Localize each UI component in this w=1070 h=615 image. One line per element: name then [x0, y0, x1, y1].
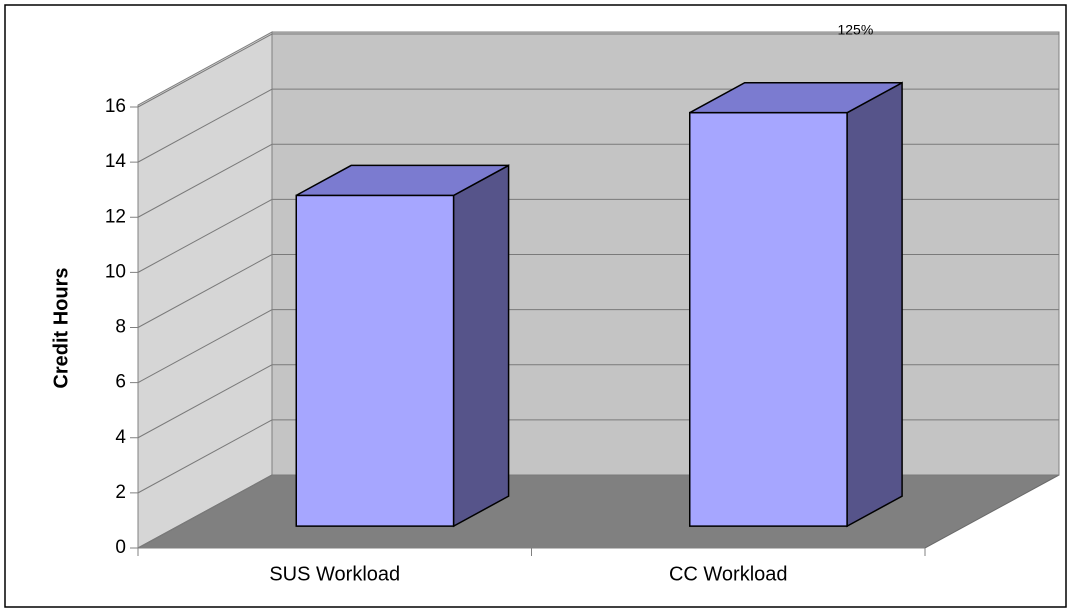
x-tick-label: CC Workload	[669, 563, 788, 585]
bar-top	[689, 81, 903, 114]
bar	[295, 164, 510, 528]
y-axis-label: Credit Hours	[50, 267, 72, 388]
y-tick-label: 10	[105, 261, 126, 282]
y-tick-label: 0	[115, 537, 126, 558]
bar-front	[689, 111, 848, 527]
y-tick-label: 6	[115, 372, 126, 393]
annotation: 125%	[837, 21, 873, 37]
bar-front	[295, 194, 455, 527]
floor	[137, 474, 1060, 549]
bar	[689, 81, 903, 528]
left-wall	[137, 31, 273, 549]
y-tick-label: 14	[105, 151, 127, 172]
x-tick-label: SUS Workload	[269, 563, 400, 585]
grid-line	[137, 33, 1059, 108]
y-tick-label: 8	[115, 317, 126, 338]
y-tick-label: 4	[115, 427, 126, 448]
y-tick-label: 16	[105, 96, 126, 117]
bar-top	[295, 164, 509, 197]
y-tick-label: 12	[105, 206, 126, 227]
bar-side	[452, 164, 510, 528]
bar-side	[846, 81, 903, 528]
y-tick-label: 2	[115, 482, 126, 503]
